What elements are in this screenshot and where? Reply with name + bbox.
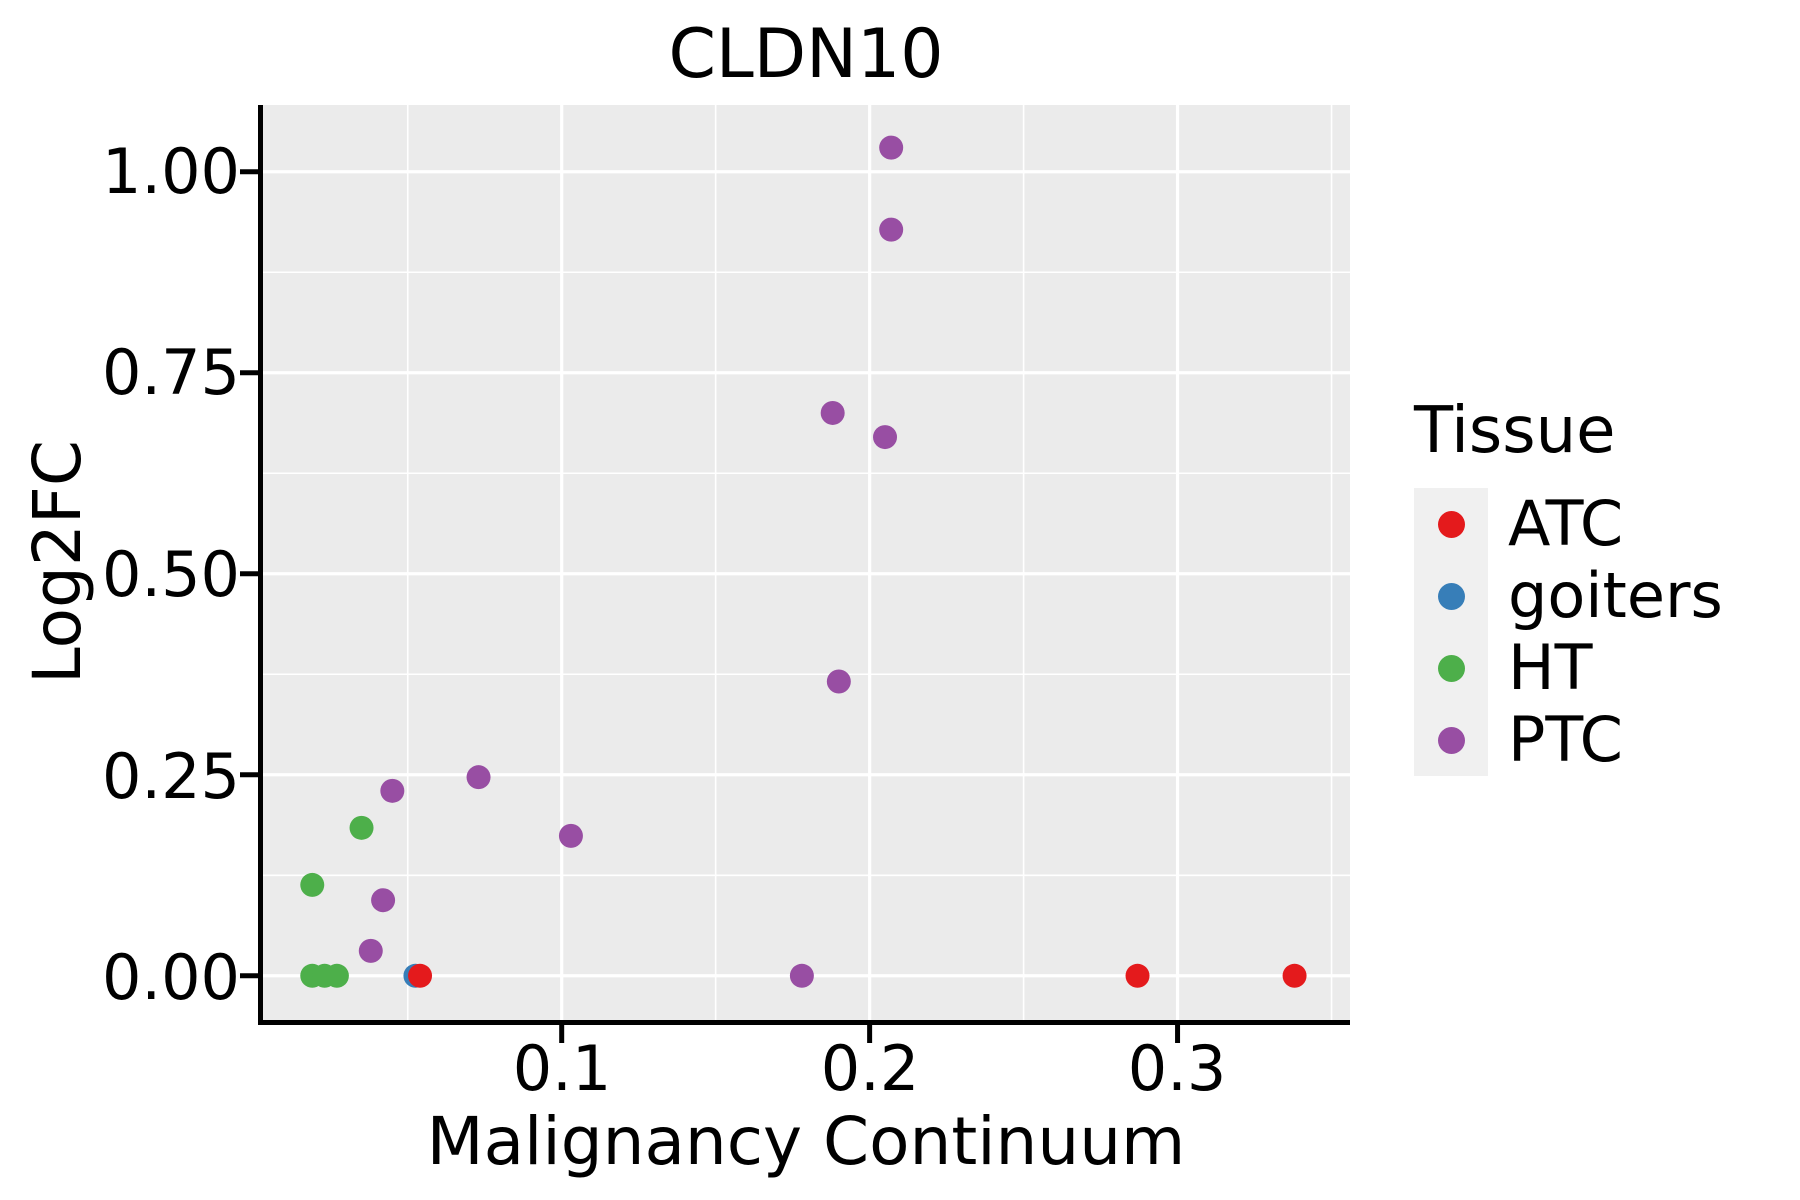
legend-item-atc: ATC: [1414, 487, 1723, 561]
y-tick-label: 0.25: [101, 740, 240, 813]
data-point-PTC: [879, 135, 904, 160]
x-axis-line: [258, 1020, 1350, 1025]
legend-key: [1414, 560, 1488, 633]
legend-item-label: HT: [1508, 631, 1593, 705]
goiters-dot-icon: [1437, 582, 1465, 610]
x-axis-title: Malignancy Continuum: [426, 1103, 1186, 1180]
legend-item-goiters: goiters: [1414, 559, 1723, 633]
legend-title: Tissue: [1414, 394, 1616, 468]
data-point-PTC: [371, 888, 396, 913]
data-point-ATC: [1282, 963, 1307, 988]
data-point-ATC: [408, 963, 433, 988]
data-point-HT: [349, 815, 374, 840]
legend-key: [1414, 704, 1488, 777]
data-point-PTC: [466, 765, 491, 790]
y-axis-line: [258, 105, 263, 1025]
data-point-PTC: [380, 778, 405, 803]
legend-item-ht: HT: [1414, 631, 1723, 705]
atc-dot-icon: [1437, 510, 1465, 538]
data-point-PTC: [826, 669, 851, 694]
x-tick-label: 0.1: [512, 1032, 612, 1105]
plot-title: CLDN10: [668, 15, 944, 94]
ht-dot-icon: [1437, 654, 1465, 682]
data-point-PTC: [879, 217, 904, 242]
data-point-PTC: [358, 938, 383, 963]
y-tick-label: 1.00: [101, 135, 240, 208]
data-point-HT: [324, 963, 349, 988]
legend-item-label: PTC: [1508, 703, 1623, 777]
data-point-PTC: [558, 823, 583, 848]
data-point-PTC: [873, 425, 898, 450]
y-tick-label: 0.00: [101, 941, 240, 1014]
legend-key: [1414, 632, 1488, 705]
data-point-PTC: [789, 963, 814, 988]
x-tick-label: 0.2: [820, 1032, 920, 1105]
legend-item-label: ATC: [1508, 487, 1624, 561]
x-tick-label: 0.3: [1127, 1032, 1227, 1105]
panel-background: [263, 105, 1350, 1020]
legend-item-label: goiters: [1508, 559, 1723, 633]
legend: Tissue ATC goiters HT PTC: [1414, 394, 1723, 777]
legend-items: ATC goiters HT PTC: [1414, 487, 1723, 777]
ptc-dot-icon: [1437, 726, 1465, 754]
y-tick-label: 0.50: [101, 538, 240, 611]
y-tick-label: 0.75: [101, 336, 240, 409]
data-point-HT: [300, 872, 325, 897]
data-point-PTC: [820, 400, 845, 425]
legend-item-ptc: PTC: [1414, 703, 1723, 777]
data-point-ATC: [1125, 963, 1150, 988]
legend-key: [1414, 488, 1488, 561]
